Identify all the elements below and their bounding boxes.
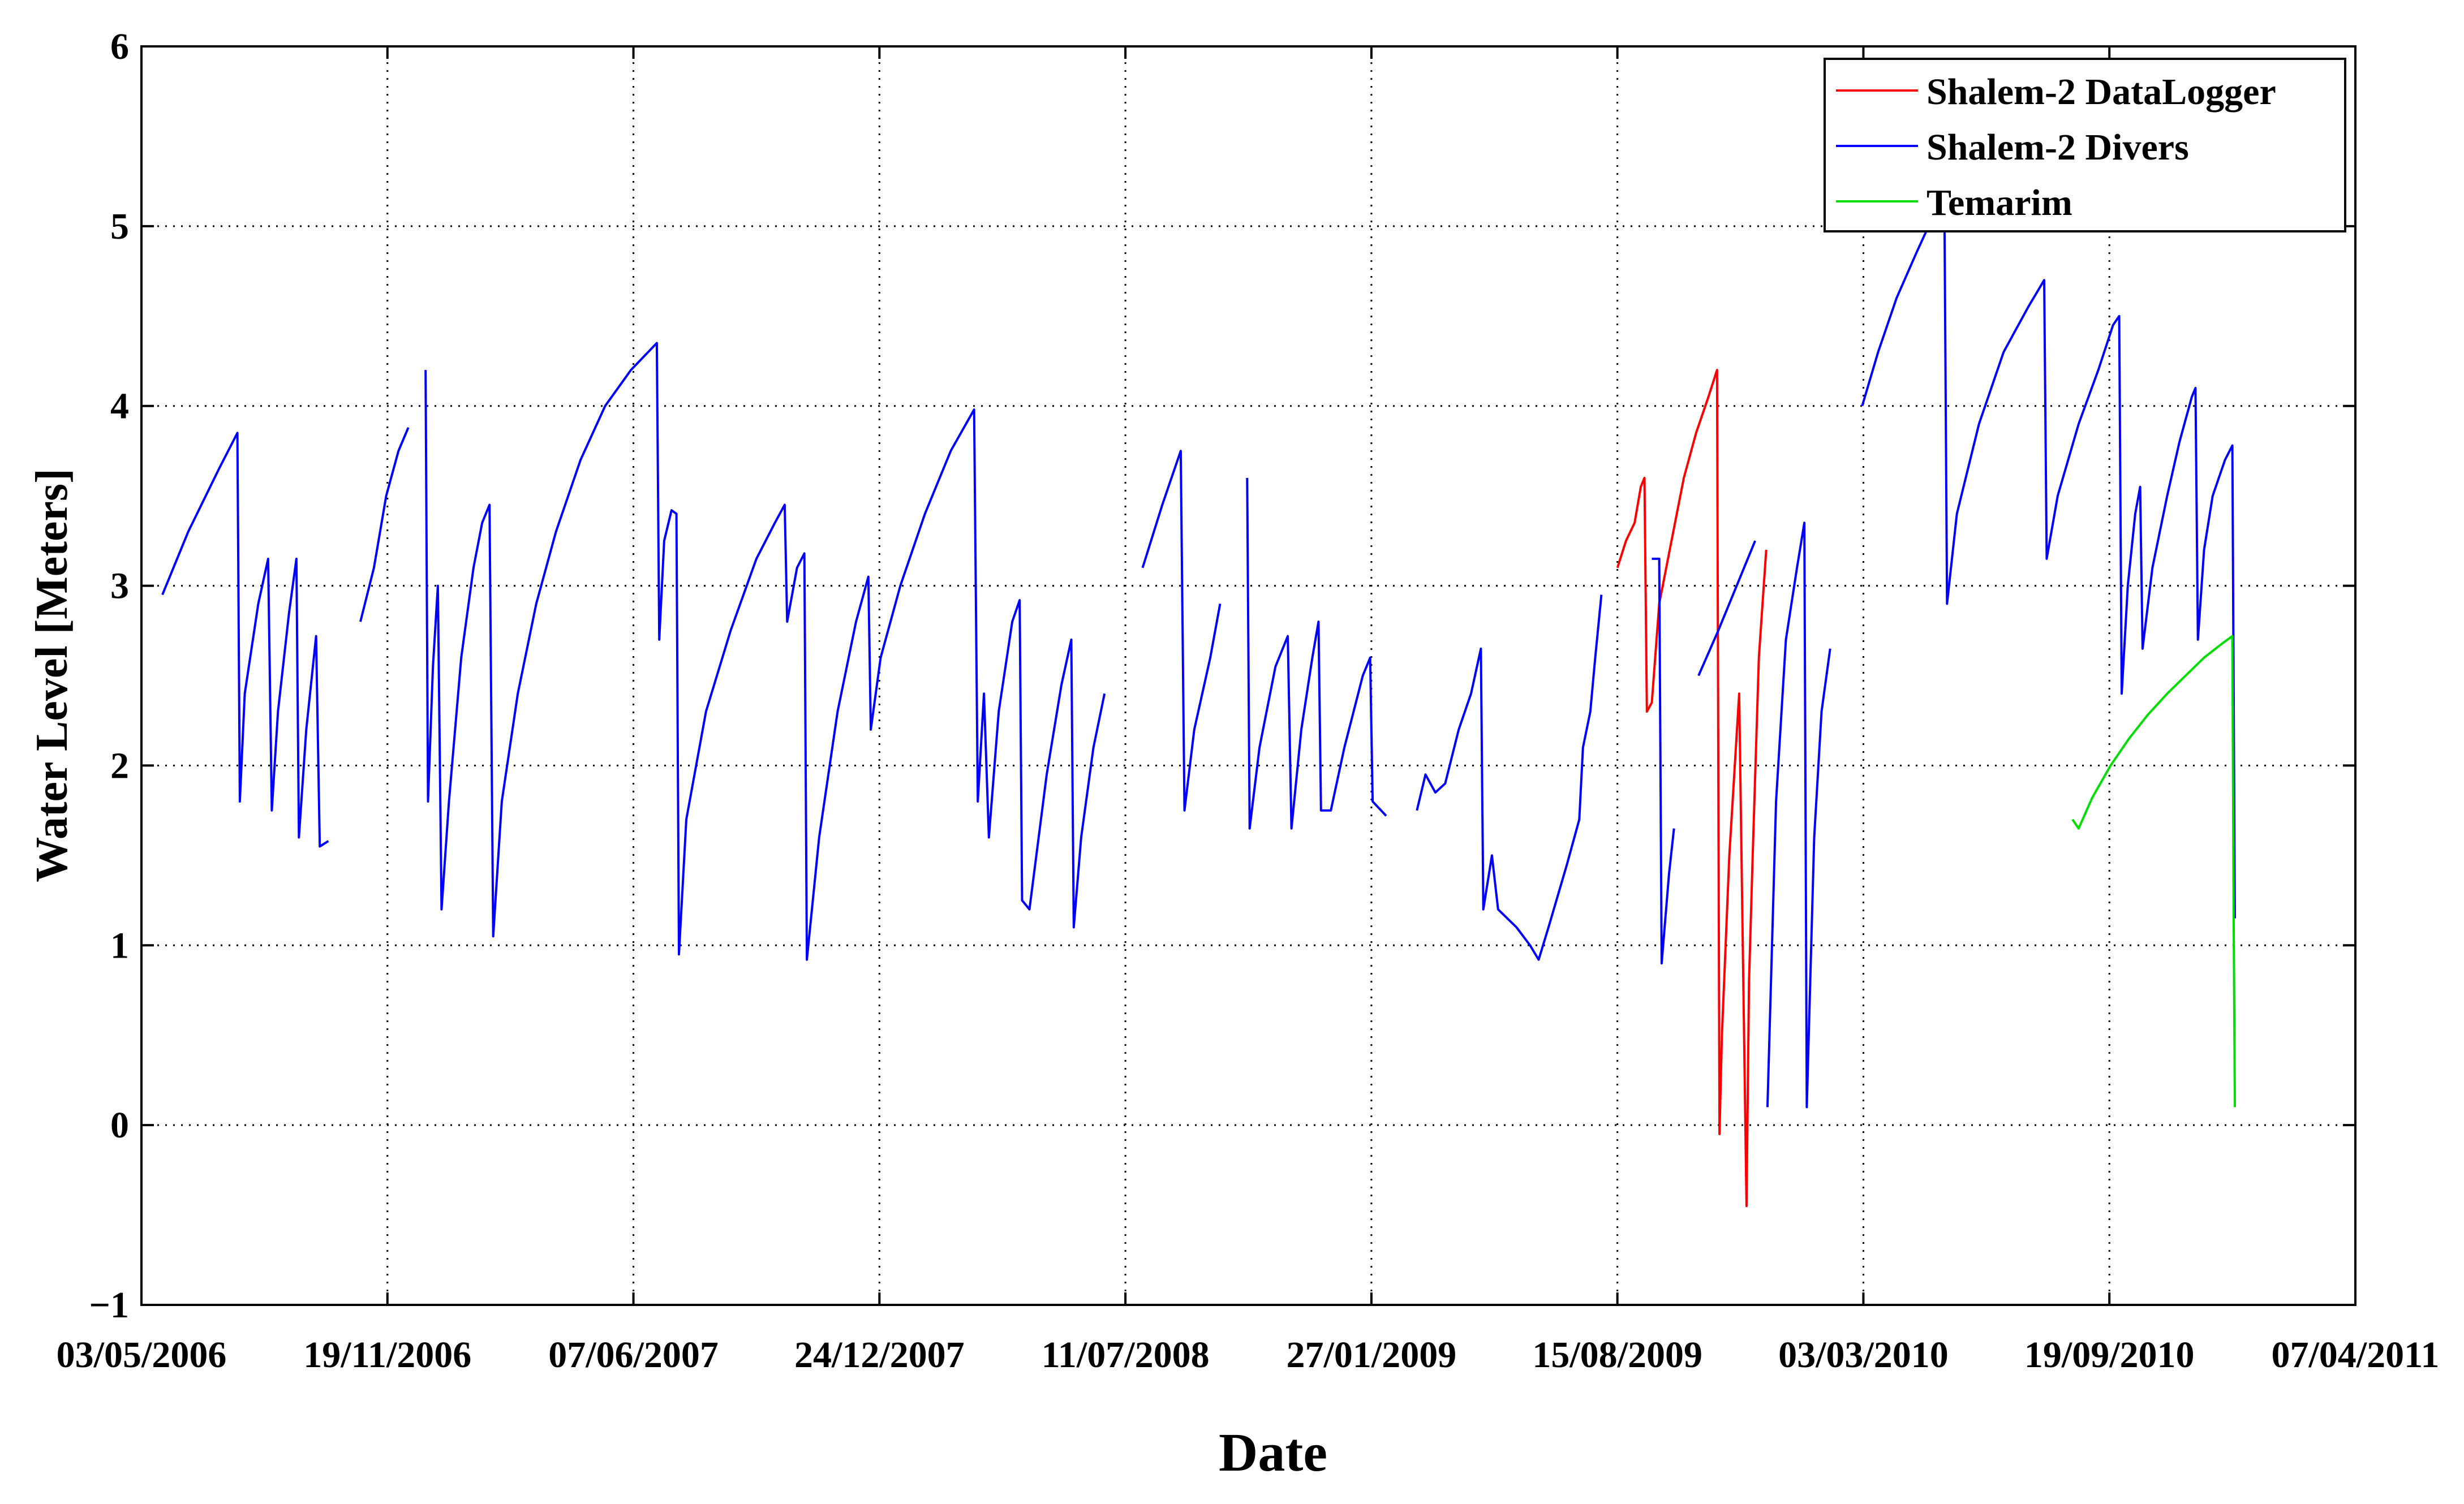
x-tick-label: 03/03/2010 [1778, 1334, 1949, 1376]
x-axis-label: Date [1219, 1422, 1327, 1483]
legend: Shalem-2 DataLogger Shalem-2 Divers Temari… [1824, 58, 2346, 232]
x-tick-label: 07/06/2007 [548, 1334, 719, 1376]
y-tick-label: 1 [110, 925, 129, 966]
x-tick-label: 15/08/2009 [1532, 1334, 1702, 1376]
x-tick-label: 11/07/2008 [1042, 1334, 1210, 1376]
series-layer [161, 226, 2236, 1208]
y-tick-label: 3 [110, 566, 129, 607]
legend-label: Shalem-2 DataLogger [1927, 71, 2276, 113]
tick-layer: 03/05/2006 19/11/2006 07/06/2007 24/12/2007… [57, 26, 2440, 1376]
series-line-3 [2071, 635, 2236, 1107]
y-axis-label: Water Level [Meters] [27, 468, 77, 882]
x-tick-label: 24/12/2007 [794, 1334, 965, 1376]
x-tick-label: 27/01/2009 [1287, 1334, 1457, 1376]
y-tick-label: 6 [110, 26, 129, 67]
x-tick-label: 07/04/2011 [2271, 1334, 2439, 1376]
y-tick-label: 4 [110, 386, 129, 427]
x-tick-label: 19/11/2006 [303, 1334, 471, 1376]
y-tick-label: −1 [89, 1285, 129, 1326]
plot-frame [140, 45, 2357, 1306]
x-tick-label: 19/09/2010 [2024, 1334, 2195, 1376]
y-tick-label: 2 [110, 745, 129, 786]
x-tick-label: 03/05/2006 [57, 1334, 227, 1376]
legend-label: Temarim [1927, 182, 2072, 223]
series-line-2 [161, 226, 2236, 1109]
legend-label: Shalem-2 Divers [1927, 127, 2189, 168]
y-tick-label: 5 [110, 206, 129, 247]
y-tick-label: 0 [110, 1105, 129, 1146]
series-line-1 [1616, 369, 1768, 1208]
